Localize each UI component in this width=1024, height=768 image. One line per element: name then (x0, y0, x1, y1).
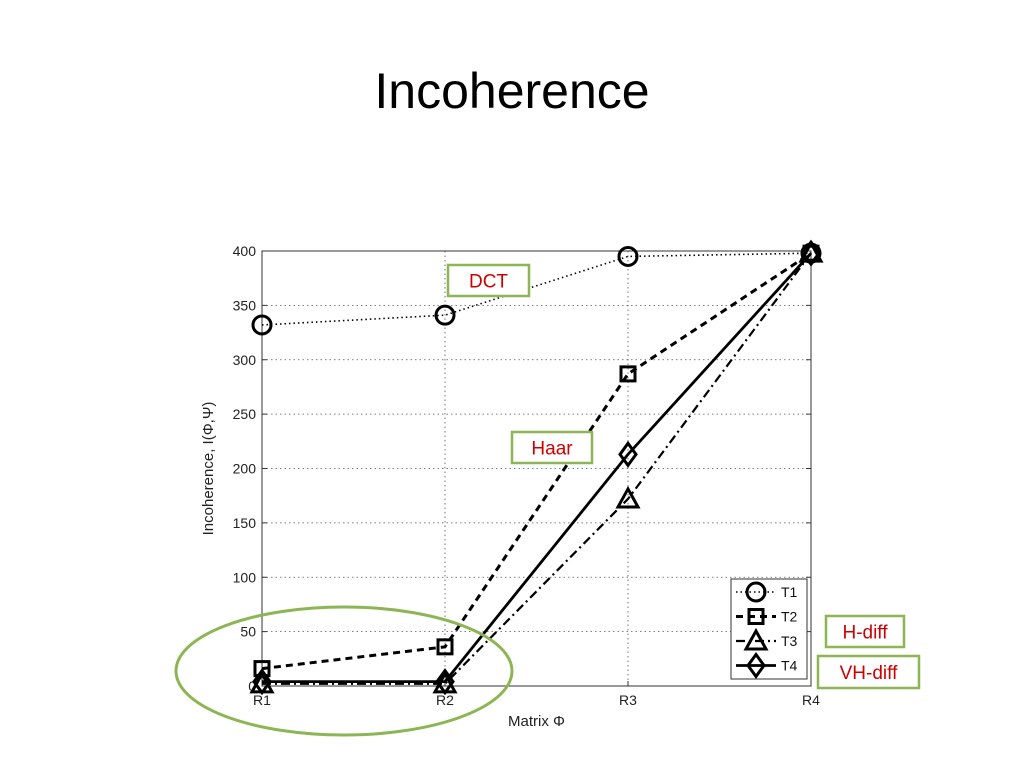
legend-label-t1: T1 (781, 584, 798, 600)
x-axis: R1 R2 R3 R4 (253, 681, 820, 708)
data-point-t4 (435, 668, 455, 696)
callouts: DCT Haar H-diff VH-diff (446, 263, 921, 690)
data-point-t1 (434, 304, 456, 326)
legend-box (730, 578, 808, 680)
y-axis: 0 50 100 150 200 250 300 350 400 (233, 243, 811, 694)
callout-haar: Haar (510, 430, 594, 465)
data-point-t2 (619, 365, 637, 383)
y-tick-label: 0 (248, 678, 256, 694)
callout-h-diff: H-diff (824, 614, 906, 649)
series-t1 (251, 242, 822, 336)
legend-marker-t4 (746, 651, 766, 680)
x-axis-title: Matrix Φ (508, 713, 565, 730)
data-point-t1 (617, 245, 639, 267)
legend-label-t4: T4 (781, 658, 798, 674)
legend-marker-t2 (747, 608, 765, 625)
legend-marker-t1 (745, 581, 767, 603)
legend: T1 T2 T3 T4 (730, 578, 808, 680)
callout-label: Haar (531, 439, 573, 460)
y-tick-label: 300 (233, 352, 257, 368)
y-tick-label: 100 (233, 569, 257, 585)
y-tick-label: 350 (233, 297, 257, 313)
data-point-t1 (251, 314, 273, 336)
x-tick-label: R2 (436, 692, 454, 708)
legend-label-t2: T2 (781, 609, 798, 625)
x-tick-label: R3 (619, 692, 637, 708)
series (249, 239, 824, 696)
callout-box (824, 614, 906, 649)
callout-box (816, 654, 921, 690)
slide-title: Incoherence (374, 63, 650, 119)
highlight-ellipse (174, 605, 514, 737)
callout-vh-diff: VH-diff (816, 654, 921, 690)
legend-label-t3: T3 (781, 633, 798, 649)
y-axis-title: Incoherence, I(Φ,Ψ) (200, 402, 217, 536)
x-tick-label: R1 (253, 692, 271, 708)
y-tick-label: 400 (233, 243, 257, 259)
y-tick-label: 250 (233, 406, 257, 422)
data-point-t2 (436, 638, 454, 656)
x-tick-label: R4 (802, 692, 820, 708)
data-point-t4 (801, 239, 821, 267)
data-point-t3 (798, 240, 824, 263)
data-point-t4 (252, 668, 272, 696)
callout-dct: DCT (446, 263, 531, 298)
series-t4 (252, 239, 821, 696)
series-line-t1 (261, 252, 812, 326)
series-line-t4 (262, 252, 813, 684)
y-tick-label: 50 (240, 624, 256, 640)
y-tick-label: 200 (233, 461, 257, 477)
data-point-t4 (618, 440, 638, 468)
series-line-t2 (261, 251, 812, 671)
callout-box (446, 263, 531, 298)
callout-label: VH-diff (840, 663, 898, 684)
series-line-t3 (262, 252, 812, 685)
callout-label: DCT (469, 272, 508, 293)
y-tick-label: 150 (233, 515, 257, 531)
callout-box (510, 430, 594, 465)
data-point-t3 (615, 485, 641, 509)
callout-label: H-diff (842, 623, 888, 644)
grid (262, 251, 811, 686)
legend-marker-t3 (743, 627, 769, 651)
